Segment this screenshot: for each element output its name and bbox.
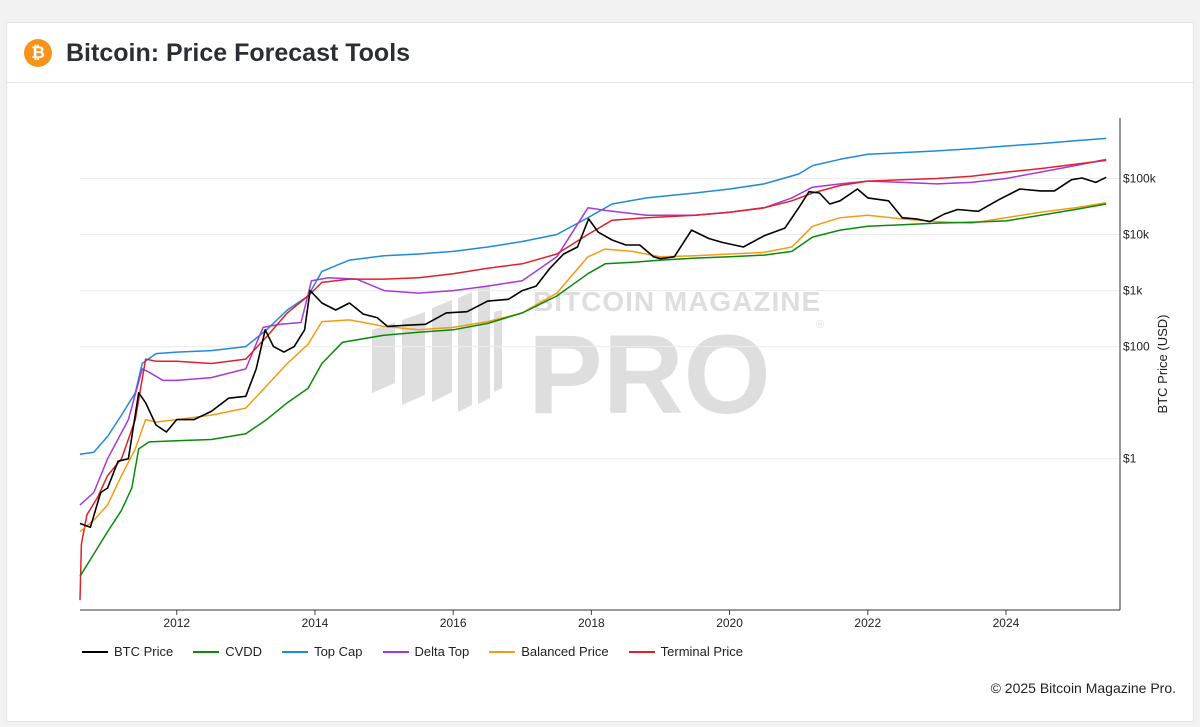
legend-item-cvdd[interactable]: CVDD xyxy=(193,644,262,659)
watermark: BITCOIN MAGAZINE PRO ® xyxy=(372,284,824,437)
legend-swatch xyxy=(489,650,516,653)
series-lines xyxy=(79,137,1107,601)
x-tick-label: 2014 xyxy=(302,616,329,630)
x-tick-label: 2022 xyxy=(854,616,881,630)
legend-item-btc-price[interactable]: BTC Price xyxy=(82,644,173,659)
y-tick-label: $1 xyxy=(1123,452,1137,466)
legend-swatch xyxy=(282,650,309,653)
series-line-cvdd xyxy=(79,203,1107,577)
chart-card: ₿ Bitcoin: Price Forecast Tools xyxy=(6,22,1194,722)
y-tick-label: $10k xyxy=(1123,228,1150,242)
watermark-registered-mark: ® xyxy=(816,319,824,331)
series-line-terminal-price xyxy=(79,159,1107,601)
legend-label: CVDD xyxy=(225,644,263,659)
watermark-bars-icon xyxy=(372,284,502,412)
legend-swatch xyxy=(628,650,655,653)
legend-item-delta-top[interactable]: Delta Top xyxy=(382,644,470,659)
legend-swatch xyxy=(193,650,220,653)
series-line-btc-price xyxy=(79,176,1107,529)
legend-label: Delta Top xyxy=(414,644,470,659)
watermark-text-pro: PRO xyxy=(528,312,771,437)
copyright-text: © 2025 Bitcoin Magazine Pro. xyxy=(990,680,1176,696)
x-tick-label: 2018 xyxy=(578,616,605,630)
series-line-top-cap xyxy=(79,137,1107,456)
x-tick-label: 2012 xyxy=(163,616,190,630)
legend-swatch xyxy=(382,650,409,653)
axes: $1 $100 $1k $10k $100k 2012 2014 2016 2018 2020 20… xyxy=(80,118,1157,630)
legend-label: Terminal Price xyxy=(660,644,743,659)
x-tick-label: 2016 xyxy=(440,616,467,630)
legend-swatch xyxy=(82,650,108,653)
y-tick-label: $1k xyxy=(1123,284,1143,298)
legend-label: Top Cap xyxy=(314,644,363,659)
legend-item-top-cap[interactable]: Top Cap xyxy=(282,644,363,659)
legend-item-balanced-price[interactable]: Balanced Price xyxy=(489,644,609,659)
y-tick-label: $100k xyxy=(1123,171,1157,185)
series-line-delta-top xyxy=(79,158,1107,506)
legend-label: BTC Price xyxy=(114,644,174,659)
bitcoin-logo-icon: ₿ xyxy=(24,39,52,67)
chart-header: ₿ Bitcoin: Price Forecast Tools xyxy=(7,23,1193,83)
y-tick-label: $100 xyxy=(1123,340,1150,354)
page-title: Bitcoin: Price Forecast Tools xyxy=(66,39,411,67)
watermark-text-top: BITCOIN MAGAZINE xyxy=(533,286,821,317)
x-tick-label: 2024 xyxy=(993,616,1020,630)
x-tick-label: 2020 xyxy=(716,616,743,630)
y-axis-label: BTC Price (USD) xyxy=(1155,315,1170,414)
legend-item-terminal-price[interactable]: Terminal Price xyxy=(628,644,743,659)
legend-label: Balanced Price xyxy=(521,644,609,659)
legend: BTC Price CVDD Top Cap Delta Top Balanced Pr… xyxy=(82,644,763,659)
